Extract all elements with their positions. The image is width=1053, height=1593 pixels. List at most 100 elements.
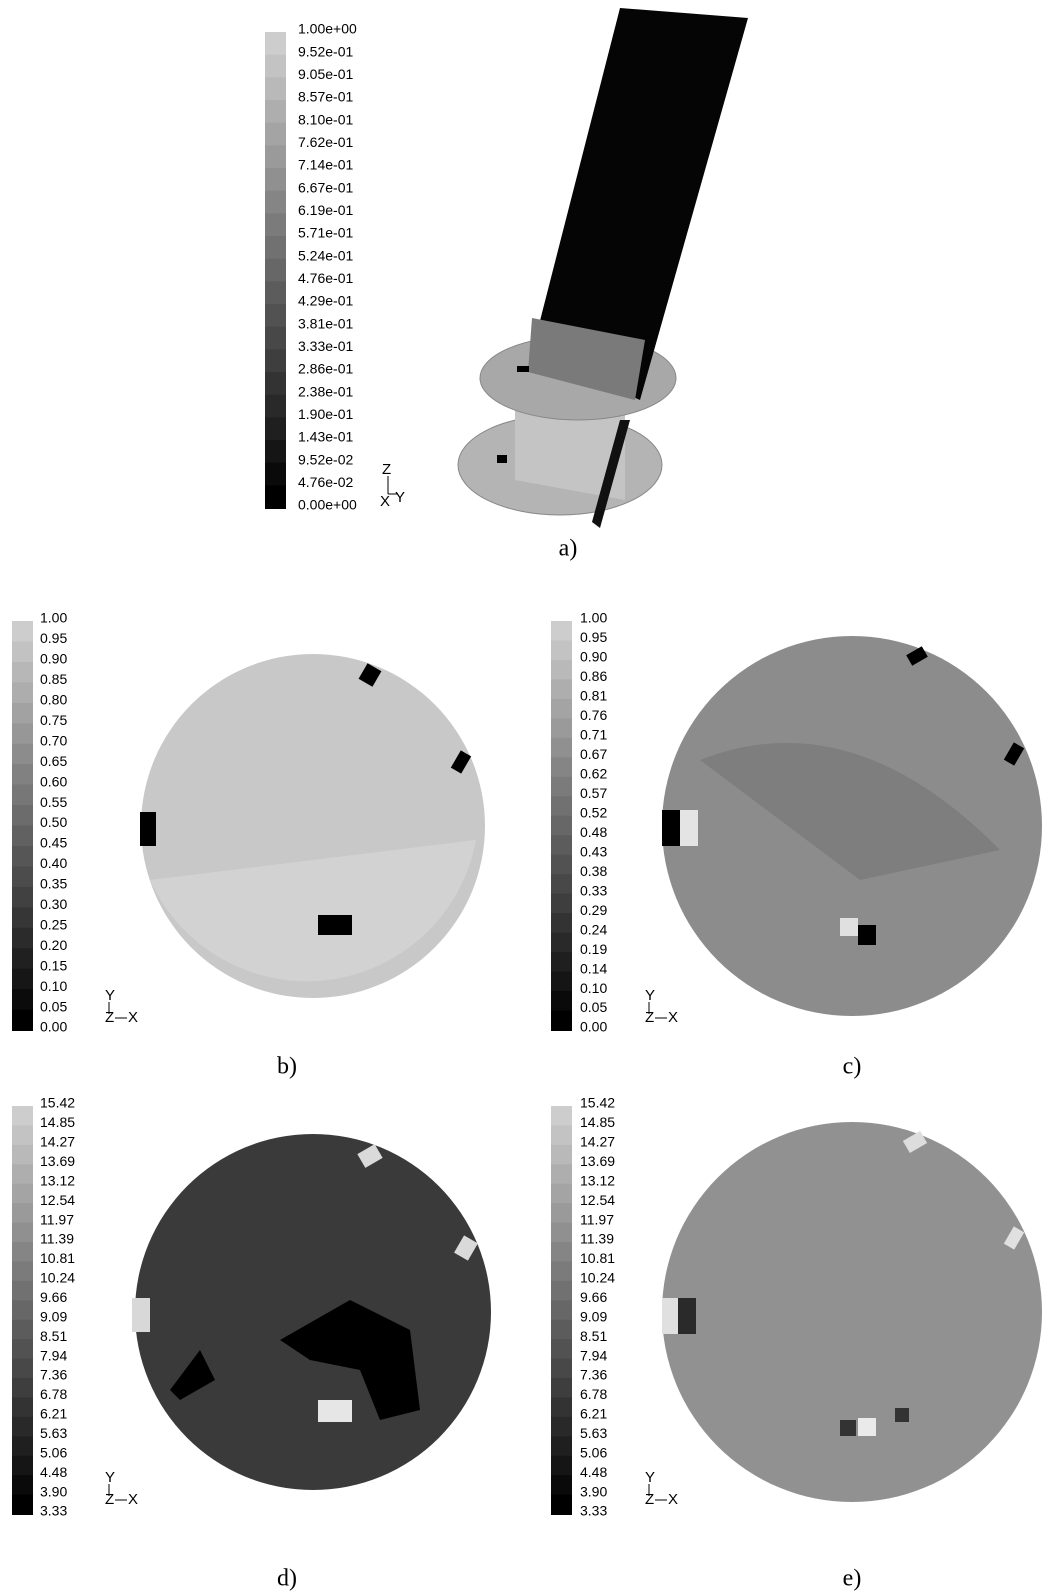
colorbar-swatch [12, 1009, 33, 1031]
colorbar-swatch [12, 805, 33, 827]
colorbar-swatch [551, 971, 572, 993]
legend-label: 0.65 [40, 753, 67, 769]
legend-label: 7.36 [40, 1367, 67, 1383]
axis-label: Z [382, 461, 391, 478]
legend-label: 0.10 [580, 980, 607, 996]
legend-label: 2.38e-01 [298, 383, 353, 399]
colorbar-swatch [551, 1378, 572, 1399]
legend-label: 0.90 [580, 649, 607, 665]
legend-label: 13.69 [580, 1153, 615, 1169]
colorbar-swatch [551, 621, 572, 642]
legend-label: 0.95 [40, 630, 67, 646]
colorbar-swatch [551, 1319, 572, 1341]
colorbar-swatch [265, 122, 286, 147]
legend-label: 7.94 [580, 1347, 607, 1363]
colorbar-swatch [551, 1125, 572, 1146]
legend-label: 0.50 [40, 814, 67, 830]
legend-label: 0.86 [580, 668, 607, 684]
legend-label: 11.39 [580, 1231, 614, 1247]
colorbar-swatch [12, 682, 33, 704]
legend-label: 0.40 [40, 855, 67, 871]
legend-label: 9.66 [580, 1289, 607, 1305]
legend-label: 14.85 [580, 1114, 615, 1130]
colorbar-swatch [265, 462, 286, 487]
colorbar-swatch [12, 866, 33, 888]
legend-label: 7.62e-01 [298, 134, 353, 150]
legend-label: 14.27 [40, 1134, 75, 1150]
colorbar-swatch [551, 1183, 572, 1205]
colorbar-swatch [551, 854, 572, 876]
legend-label: 0.52 [580, 804, 607, 820]
colorbar-swatch [265, 32, 286, 56]
legend-label: 9.66 [40, 1289, 67, 1305]
axis-label: X [668, 1009, 678, 1026]
colorbar-swatch [551, 1164, 572, 1185]
legend-label: 0.75 [40, 712, 67, 728]
contour-b [140, 654, 485, 998]
legend-label: 0.15 [40, 957, 67, 973]
legend-label: 9.52e-01 [298, 43, 353, 59]
colorbar-swatch [12, 661, 33, 684]
colorbar-swatch [551, 1106, 572, 1127]
legend-label: 4.48 [40, 1464, 67, 1480]
colorbar-swatch [265, 326, 286, 351]
legend-label: 1.00e+00 [298, 21, 357, 37]
axis-label: X [668, 1491, 678, 1508]
colorbar-swatch [265, 372, 286, 396]
colorbar-swatch [551, 991, 572, 1012]
colorbar-swatch [12, 1203, 33, 1224]
colorbar-swatch [551, 835, 572, 856]
legend-label: 15.42 [40, 1095, 75, 1111]
colorbar-swatch [265, 440, 286, 464]
colorbar-swatch [551, 659, 572, 681]
panel-label: a) [559, 536, 578, 562]
axis-label: Z [105, 1009, 114, 1026]
colorbar-swatch [551, 913, 572, 934]
legend-label: 3.33 [40, 1503, 67, 1519]
legend-label: 0.25 [40, 916, 67, 932]
colorbar-swatch [551, 893, 572, 915]
colorbar-swatch [551, 1010, 572, 1031]
legend-label: 13.12 [40, 1172, 75, 1188]
colorbar-swatch [12, 907, 33, 929]
axis-label: Y [105, 1469, 115, 1486]
colorbar-swatch [12, 1455, 33, 1477]
legend-label: 0.19 [580, 941, 607, 957]
legend-label: 10.24 [580, 1270, 615, 1286]
legend-label: 0.48 [580, 824, 607, 840]
colorbar-swatch [12, 1280, 33, 1302]
panel: 15.42 14.85 14.27 13.69 13.12 12.54 11.97 11.39… [551, 1095, 861, 1592]
legend-label: 7.14e-01 [298, 157, 353, 173]
legend-label: 0.67 [580, 746, 607, 762]
colorbar-swatch [551, 874, 572, 895]
colorbar-swatch [265, 258, 286, 283]
legend-label: 0.35 [40, 876, 67, 892]
colorbar-swatch [551, 952, 572, 973]
colorbar-swatch [12, 927, 33, 950]
contour-c [662, 636, 1042, 1016]
legend-label: 15.42 [580, 1095, 615, 1111]
legend-label: 1.00 [40, 610, 67, 626]
legend-label: 0.85 [40, 671, 67, 687]
axis-label: X [128, 1009, 138, 1026]
legend-label: 0.70 [40, 732, 67, 748]
legend-label: 2.86e-01 [298, 361, 353, 377]
colorbar-swatch [551, 1261, 572, 1282]
legend-label: 3.90 [40, 1483, 67, 1499]
colorbar-swatch [265, 349, 286, 373]
colorbar-swatch [265, 100, 286, 124]
legend-label: 6.78 [40, 1386, 67, 1402]
colorbar-swatch [265, 168, 286, 192]
colorbar-swatch [12, 1222, 33, 1243]
colorbar-swatch [551, 1144, 572, 1166]
colorbar-swatch [12, 1378, 33, 1399]
colorbar-swatch [551, 1339, 572, 1360]
panel: 1.00e+00 9.52e-01 9.05e-01 8.57e-01 8.10e-01… [265, 21, 577, 562]
colorbar-swatch [551, 757, 572, 778]
panel: 15.42 14.85 14.27 13.69 13.12 12.54 11.97 11.39… [12, 1095, 297, 1592]
legend-label: 8.10e-01 [298, 111, 353, 127]
colorbar-swatch [12, 1475, 33, 1496]
colorbar-swatch [12, 702, 33, 725]
colorbar-swatch [12, 1339, 33, 1360]
